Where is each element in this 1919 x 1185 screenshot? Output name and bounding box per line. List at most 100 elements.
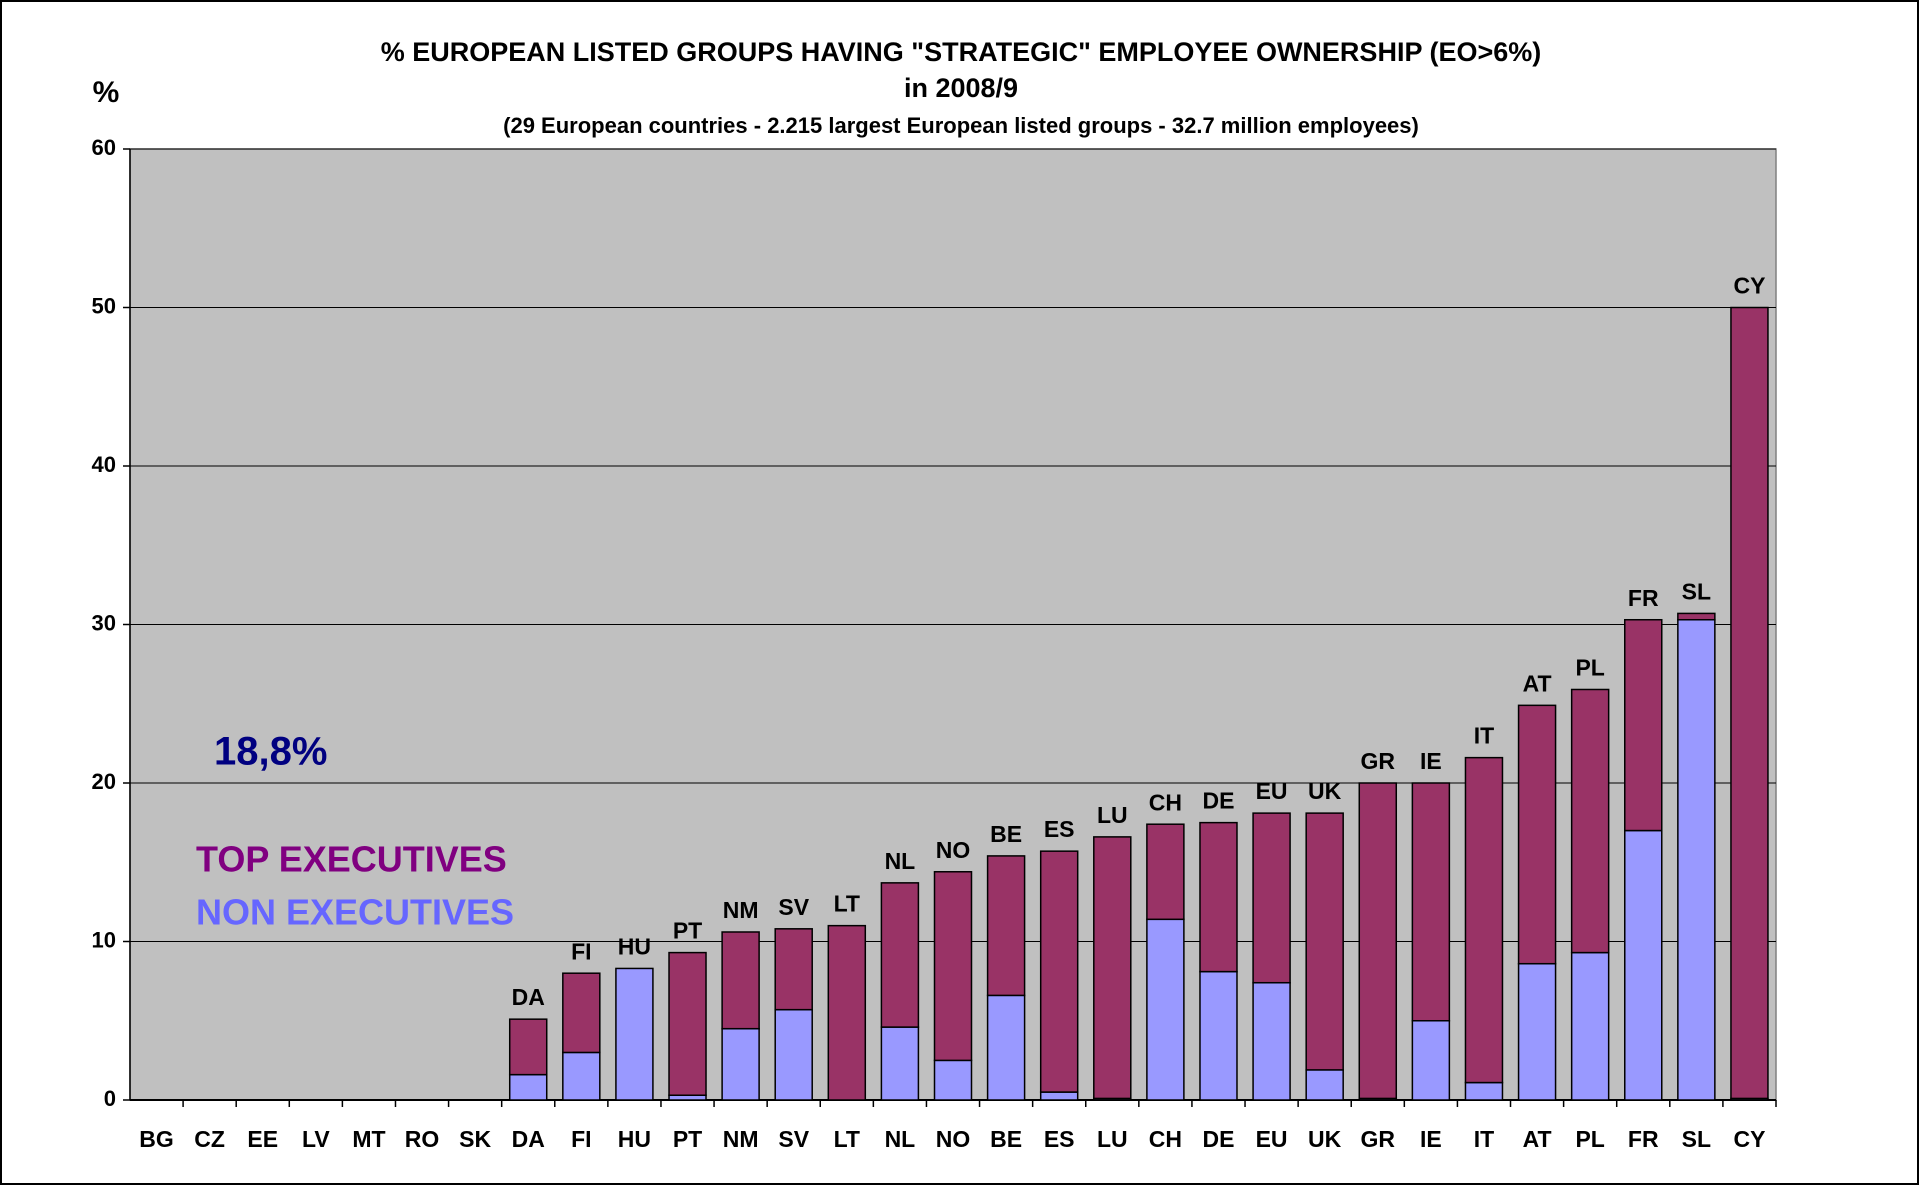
x-tick-label: ES (1044, 1126, 1075, 1152)
x-tick-label: DA (512, 1126, 545, 1152)
bar-segment (615, 967, 654, 1101)
bar-label: CH (1149, 789, 1182, 815)
bar-label: LU (1097, 802, 1128, 828)
bar-segment (1624, 618, 1663, 832)
x-tick-label: NL (885, 1126, 916, 1152)
bar-label: DA (512, 984, 545, 1010)
bar-label: BE (990, 821, 1022, 847)
x-tick-label: SK (459, 1126, 491, 1152)
bar-segment (774, 928, 813, 1011)
x-tick-label: AT (1523, 1126, 1552, 1152)
x-tick-label: LV (302, 1126, 330, 1152)
bar-label: FI (571, 938, 591, 964)
chart-title: % EUROPEAN LISTED GROUPS HAVING "STRATEG… (381, 37, 1542, 67)
bar-segment (1677, 612, 1716, 621)
bar-segment (1305, 812, 1344, 1071)
x-tick-label: FI (571, 1126, 591, 1152)
bar-segment (880, 882, 920, 1028)
bar-label: NO (936, 837, 971, 863)
bar-segment (668, 951, 707, 1096)
x-tick-label: SL (1682, 1126, 1711, 1152)
x-tick-label: DE (1203, 1126, 1235, 1152)
bar-label: NL (885, 848, 916, 874)
bar-segment (986, 994, 1026, 1101)
x-tick-label: IE (1420, 1126, 1442, 1152)
bar-segment (508, 1018, 548, 1076)
bar-label: PL (1575, 655, 1604, 681)
x-tick-label: NO (936, 1126, 971, 1152)
bar-label: SL (1682, 578, 1711, 604)
bar-segment (1464, 1081, 1504, 1101)
y-tick-label: 0 (104, 1086, 116, 1111)
x-tick-label: IT (1474, 1126, 1494, 1152)
bar-segment (1146, 823, 1185, 921)
y-tick-label: 10 (92, 927, 116, 952)
bar-segment (1411, 782, 1451, 1022)
bar-label: SV (778, 894, 809, 920)
bar-segment (986, 855, 1026, 997)
annotation: 18,8% (214, 730, 327, 774)
bar-segment (933, 871, 973, 1062)
bar-segment (562, 1051, 601, 1101)
bar-segment (1358, 782, 1398, 1100)
bar-segment (827, 924, 867, 1101)
x-tick-label: MT (352, 1126, 385, 1152)
x-tick-label: PL (1575, 1126, 1604, 1152)
bar-label: NM (723, 897, 759, 923)
y-tick-label: 20 (92, 769, 116, 794)
bar-segment (1252, 981, 1291, 1101)
bar-segment (1624, 829, 1663, 1101)
bar-segment (562, 972, 601, 1054)
bar-label: GR (1361, 748, 1396, 774)
y-tick-label: 40 (92, 452, 116, 477)
x-tick-label: PT (673, 1126, 702, 1152)
x-tick-label: RO (405, 1126, 440, 1152)
bar-segment (1517, 962, 1557, 1101)
bar-label: FR (1628, 585, 1659, 611)
bar-label: CY (1733, 273, 1765, 299)
x-tick-label: SV (778, 1126, 809, 1152)
bar-label: EU (1256, 778, 1288, 804)
x-tick-label: LU (1097, 1126, 1128, 1152)
bar-segment (1146, 918, 1185, 1101)
bar-segment (508, 1073, 548, 1101)
bar-segment (1199, 821, 1238, 973)
bar-segment (1464, 756, 1504, 1084)
bar-label: IE (1420, 748, 1442, 774)
bar-segment (1730, 306, 1769, 1100)
bar-segment (1570, 951, 1610, 1101)
y-tick-label: 60 (92, 135, 116, 160)
bar-label: AT (1523, 670, 1552, 696)
bar-segment (1039, 1091, 1079, 1101)
bar-segment (1677, 618, 1716, 1101)
chart-subtitle: (29 European countries - 2.215 largest E… (503, 113, 1419, 138)
bar-label: ES (1044, 816, 1075, 842)
x-tick-label: GR (1361, 1126, 1396, 1152)
bar-label: HU (618, 934, 651, 960)
bar-segment (1093, 836, 1132, 1100)
x-tick-label: HU (618, 1126, 651, 1152)
bar-segment (880, 1026, 920, 1101)
bar-segment (1570, 688, 1610, 954)
bar-segment (721, 1027, 760, 1101)
bar-segment (1517, 704, 1557, 965)
y-axis-label: % (93, 76, 120, 109)
x-tick-label: EU (1256, 1126, 1288, 1152)
x-tick-label: NM (723, 1126, 759, 1152)
x-tick-label: FR (1628, 1126, 1659, 1152)
y-tick-label: 50 (92, 293, 116, 318)
legend-entry: TOP EXECUTIVES (196, 839, 507, 880)
x-tick-label: BG (139, 1126, 174, 1152)
bar-segment (1199, 970, 1238, 1101)
x-tick-label: CZ (194, 1126, 225, 1152)
bar-label: DE (1203, 788, 1235, 814)
bar-segment (774, 1008, 813, 1101)
chart-title-line2: in 2008/9 (904, 73, 1018, 103)
x-tick-label: LT (834, 1126, 860, 1152)
bar-segment (721, 931, 760, 1030)
x-tick-label: BE (990, 1126, 1022, 1152)
x-tick-label: EE (247, 1126, 278, 1152)
bar-label: LT (834, 891, 860, 917)
legend-entry: NON EXECUTIVES (196, 892, 514, 933)
